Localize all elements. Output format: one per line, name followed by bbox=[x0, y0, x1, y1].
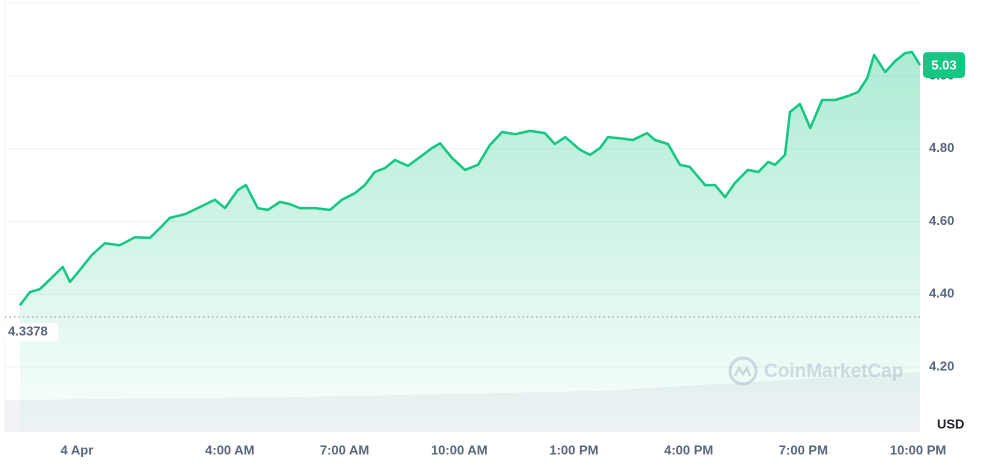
reference-label: 4.3378 bbox=[8, 323, 48, 338]
watermark: CoinMarketCap bbox=[728, 356, 903, 386]
price-tag-label: 5.03 bbox=[931, 58, 956, 73]
area-fill bbox=[19, 52, 920, 433]
x-tick-label: 4 Apr bbox=[61, 442, 94, 457]
y-tick-label: 4.20 bbox=[929, 358, 954, 373]
x-tick-label: 1:00 PM bbox=[549, 442, 598, 457]
y-unit: USD bbox=[937, 416, 964, 431]
price-line bbox=[18, 50, 922, 306]
x-tick-label: 4:00 PM bbox=[664, 442, 713, 457]
y-tick-label: 4.80 bbox=[929, 140, 954, 155]
y-tick-label: 4.60 bbox=[929, 213, 954, 228]
x-tick-label: 7:00 PM bbox=[779, 442, 828, 457]
reference-label-bg bbox=[4, 322, 58, 341]
watermark-logo bbox=[728, 356, 758, 386]
x-tick-label: 7:00 AM bbox=[320, 442, 369, 457]
x-tick-label: 10:00 PM bbox=[890, 442, 946, 457]
y-tick-label: 4.40 bbox=[929, 286, 954, 301]
plot bbox=[5, 50, 922, 433]
x-tick-label: 4:00 AM bbox=[205, 442, 254, 457]
x-tick-label: 10:00 AM bbox=[431, 442, 488, 457]
watermark-logo-mark bbox=[733, 365, 752, 377]
price-tag bbox=[923, 52, 965, 79]
watermark-text: CoinMarketCap bbox=[764, 361, 903, 382]
